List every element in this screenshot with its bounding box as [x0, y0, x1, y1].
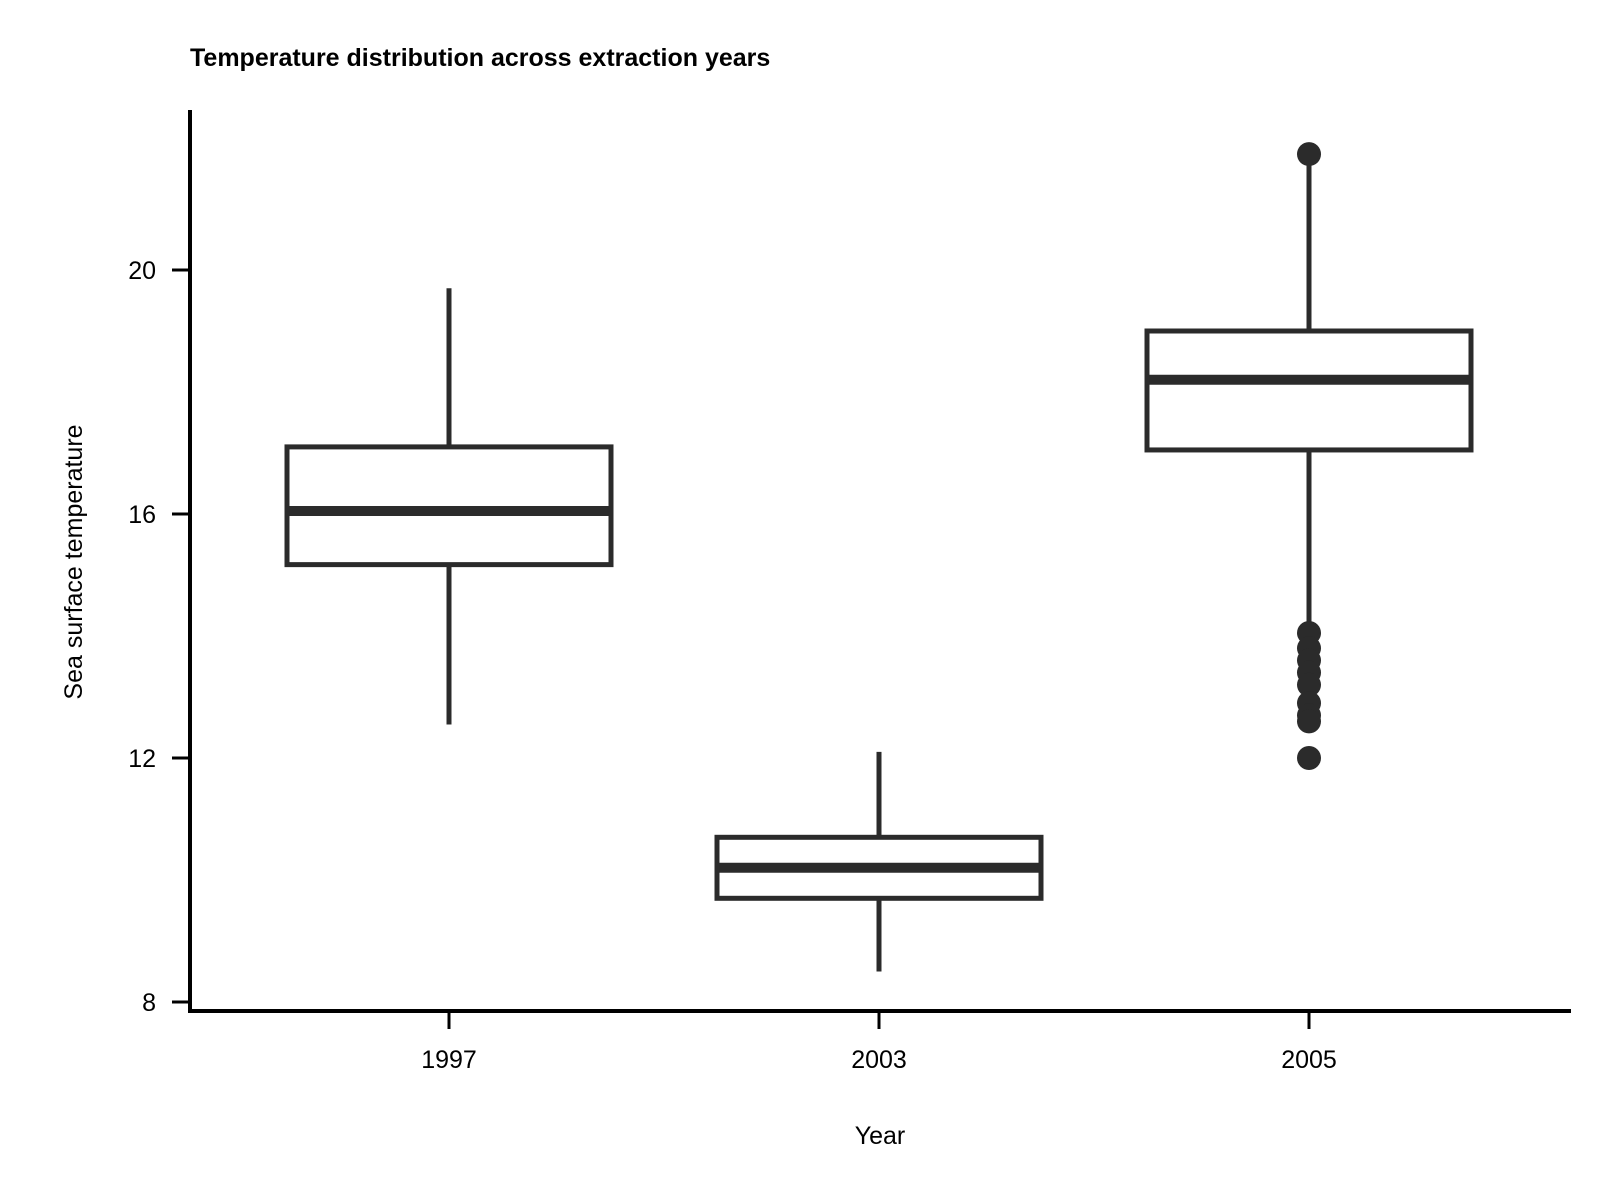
- x-tick-label: 2003: [851, 1046, 907, 1074]
- y-axis-ticks: 8 12 16 20: [128, 257, 190, 1017]
- box-2003: [714, 751, 1044, 972]
- x-tick-label: 1997: [421, 1046, 477, 1074]
- y-tick-label: 12: [128, 745, 156, 773]
- y-tick-label: 20: [128, 257, 156, 285]
- box-2005: [1144, 142, 1474, 770]
- y-axis-title: Sea surface temperature: [60, 424, 88, 699]
- y-tick-label: 16: [128, 501, 156, 529]
- box-1997: [284, 288, 614, 725]
- chart-title: Temperature distribution across extracti…: [190, 44, 770, 72]
- x-axis-ticks: 1997 2003 2005: [421, 1011, 1337, 1074]
- iqr-box: [1144, 328, 1474, 453]
- iqr-box: [284, 444, 614, 568]
- outlier-point: [1297, 142, 1321, 167]
- outlier-point: [1297, 672, 1321, 697]
- x-tick-label: 2005: [1281, 1046, 1337, 1074]
- outlier-point: [1297, 709, 1321, 734]
- box-series: [284, 142, 1474, 972]
- x-axis-title: Year: [855, 1122, 906, 1150]
- y-tick-label: 8: [142, 989, 156, 1017]
- outlier-point: [1297, 746, 1321, 770]
